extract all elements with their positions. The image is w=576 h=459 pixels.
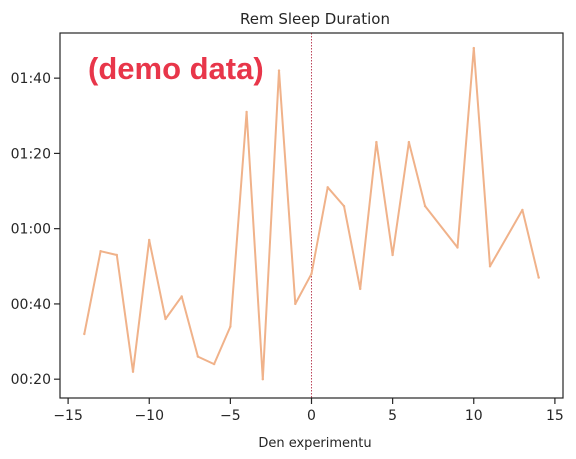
x-axis-label: Den experimentu — [258, 436, 371, 451]
data-point — [391, 253, 394, 257]
data-point — [310, 272, 313, 275]
chart-title: Rem Sleep Duration — [240, 10, 390, 28]
data-point — [212, 362, 216, 366]
data-point — [115, 253, 119, 257]
data-point — [196, 355, 200, 358]
x-tick-label: 0 — [307, 408, 316, 424]
data-point — [164, 317, 167, 321]
watermark-text: (demo data) — [88, 51, 264, 86]
y-tick-label: 01:40 — [11, 71, 51, 87]
y-tick-label: 00:20 — [11, 372, 51, 388]
x-tick-label: −15 — [53, 408, 83, 424]
data-point — [180, 295, 183, 298]
data-point — [423, 204, 427, 208]
data-point — [488, 265, 492, 268]
y-tick-label: 01:00 — [11, 222, 51, 238]
data-point — [245, 110, 248, 114]
data-point — [148, 238, 151, 242]
data-point — [326, 186, 329, 189]
data-point — [294, 302, 297, 306]
data-point — [375, 140, 378, 144]
data-point — [83, 332, 86, 336]
data-point — [277, 69, 281, 72]
x-tick-label: 5 — [388, 408, 397, 424]
x-tick-label: −10 — [134, 408, 164, 424]
data-point — [342, 204, 346, 208]
data-point — [537, 276, 540, 279]
data-point — [131, 370, 135, 373]
data-point — [456, 246, 459, 249]
x-tick-label: 15 — [546, 408, 564, 424]
y-axis: 00:20 00:40 01:00 01:20 01:40 — [11, 71, 60, 388]
x-tick-label: −5 — [220, 408, 241, 424]
data-point — [229, 325, 232, 328]
data-point — [407, 140, 411, 144]
data-point — [359, 287, 362, 291]
data-point — [99, 250, 102, 253]
x-tick-label: 10 — [465, 408, 483, 424]
data-point — [261, 378, 264, 381]
data-point — [472, 46, 475, 50]
y-tick-label: 01:20 — [11, 146, 51, 162]
x-axis: −15 −10 −5 0 5 10 15 — [53, 398, 564, 424]
watermark-halo: (demo data) — [88, 51, 264, 86]
y-tick-label: 00:40 — [11, 297, 51, 313]
data-point — [521, 208, 524, 212]
plot-area — [83, 33, 540, 398]
